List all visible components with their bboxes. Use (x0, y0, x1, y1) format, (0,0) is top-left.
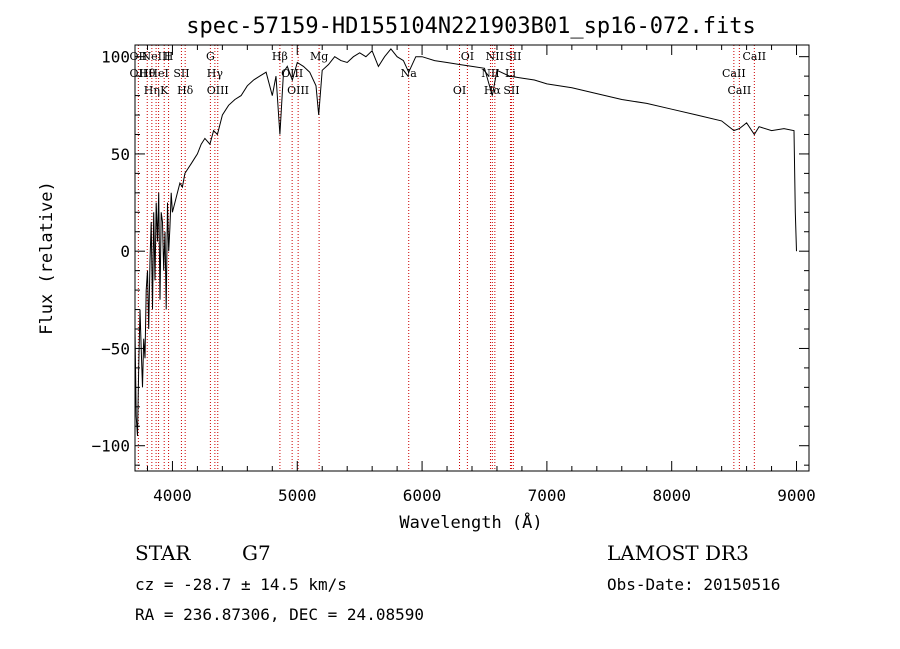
spectral-line-label: H (164, 50, 174, 63)
spectral-line-label: Na (401, 67, 418, 80)
spectral-line-labels: OIIOIIHθHηNeIIIHeIKHSIIHδGHγOIIIHβOIIIOI… (130, 50, 767, 97)
axis-ticks: 4000 5000 6000 7000 8000 9000 −100 −50 0 50 100 (91, 45, 816, 505)
spectral-line-label: Hγ (207, 67, 224, 80)
survey-name: LAMOST DR3 (607, 541, 749, 565)
spectral-line-label: NII (486, 50, 504, 63)
spectral-line-label: HeI (148, 67, 168, 80)
y-tick-label: 0 (120, 242, 130, 261)
spectral-line-label: K (160, 84, 169, 97)
spectral-line-label: Li (505, 67, 516, 80)
ra-dec: RA = 236.87306, DEC = 24.08590 (135, 605, 424, 624)
x-tick-label: 7000 (528, 486, 567, 505)
spectral-line-label: CaII (722, 67, 746, 80)
spectral-line-label: Hη (144, 84, 160, 97)
object-class: STAR (135, 541, 191, 565)
y-tick-label: −100 (91, 437, 130, 456)
spectral-line-label: NII (481, 67, 499, 80)
spectral-line-label: Hθ (139, 67, 156, 80)
spectral-line-label: OIII (207, 84, 229, 97)
plot-frame (134, 44, 810, 472)
x-tick-label: 6000 (403, 486, 442, 505)
redshift-cz: cz = -28.7 ± 14.5 km/s (135, 575, 347, 594)
y-tick-label: 100 (101, 48, 130, 67)
obs-date: Obs-Date: 20150516 (607, 575, 780, 594)
y-tick-label: 50 (111, 145, 130, 164)
y-axis-label: Flux (relative) (37, 181, 57, 335)
spectral-line-label: SII (173, 67, 189, 80)
spectral-line-label: NeIII (142, 50, 171, 63)
spectral-line-label: SII (503, 84, 519, 97)
spectral-line-label: Mg (310, 50, 328, 63)
spectrum-series-line (134, 48, 797, 437)
spectral-line-label: Hα (484, 84, 502, 97)
x-tick-label: 9000 (777, 486, 816, 505)
spectral-line-label: OII (130, 67, 148, 80)
spectral-line-markers (137, 45, 755, 471)
x-tick-label: 5000 (278, 486, 317, 505)
spectral-line-label: CaII (728, 84, 752, 97)
spectral-line-label: OIII (281, 67, 303, 80)
spectral-line-label: OI (461, 50, 474, 63)
spectral-line-label: Hδ (177, 84, 194, 97)
spectral-line-label: OI (453, 84, 466, 97)
spectral-line-label: CaII (742, 50, 766, 63)
spectral-line-label: OIII (287, 84, 309, 97)
x-tick-label: 4000 (153, 486, 192, 505)
spectral-line-label: Hβ (272, 50, 288, 63)
spectral-line-label: G (206, 50, 215, 63)
y-tick-label: −50 (101, 339, 130, 358)
object-subclass: G7 (242, 541, 271, 565)
chart-title: spec-57159-HD155104N221903B01_sp16-072.f… (186, 14, 756, 39)
spectral-line-label: SII (505, 50, 521, 63)
x-tick-label: 8000 (652, 486, 691, 505)
x-axis-label: Wavelength (Å) (399, 511, 542, 533)
